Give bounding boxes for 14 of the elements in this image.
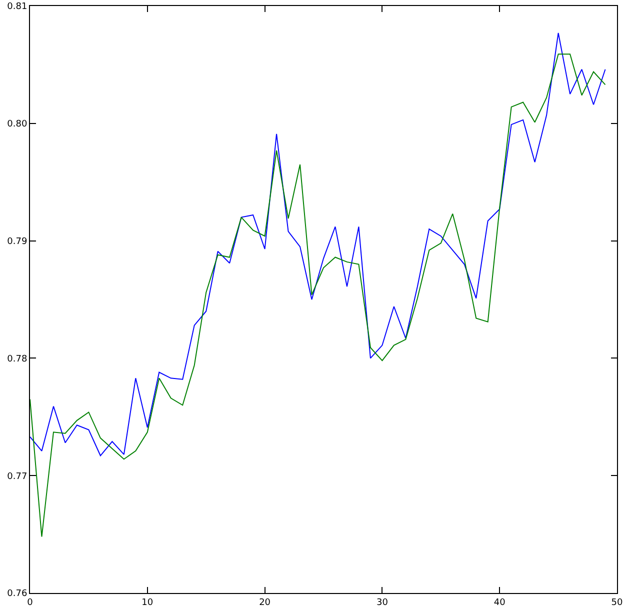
y-tick-label: 0.77 bbox=[7, 472, 28, 482]
x-tick-label: 0 bbox=[27, 598, 34, 608]
x-tick-label: 50 bbox=[611, 598, 623, 608]
y-tick-label: 0.80 bbox=[7, 120, 28, 130]
x-tick-label: 20 bbox=[259, 598, 271, 608]
x-tick-label: 40 bbox=[494, 598, 506, 608]
y-tick-label: 0.79 bbox=[7, 236, 28, 247]
y-tick-label: 0.76 bbox=[7, 589, 28, 600]
x-tick-label: 30 bbox=[376, 598, 388, 608]
x-tick-label: 10 bbox=[142, 598, 154, 608]
line-series bbox=[30, 32, 606, 456]
y-tick-label: 0.78 bbox=[7, 354, 28, 364]
y-tick-label: 0.81 bbox=[7, 2, 28, 12]
line-series bbox=[30, 54, 606, 538]
